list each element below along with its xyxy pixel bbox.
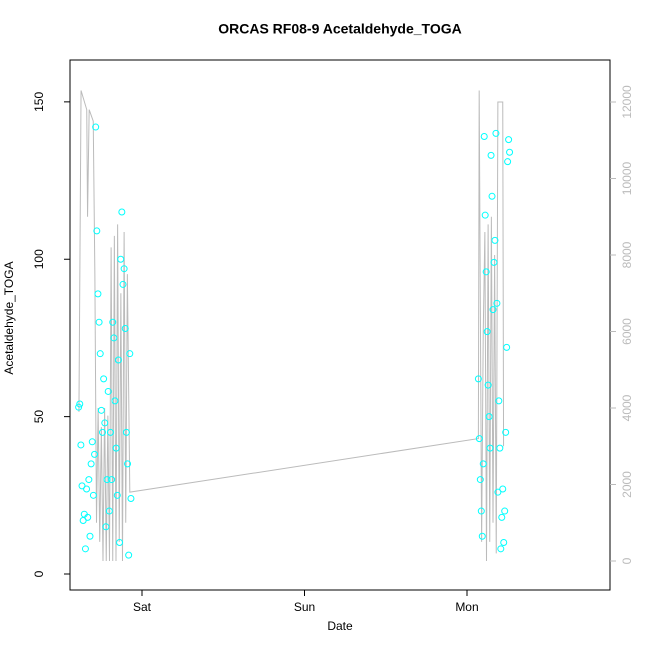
data-point [126,350,134,358]
y2-tick-label: 6000 [620,318,634,345]
data-point [97,406,105,414]
data-point [84,513,92,521]
data-point [86,532,94,540]
data-point [76,400,84,408]
data-point [95,318,103,326]
data-point [116,539,124,547]
data-point [499,485,507,493]
x-tick-label: Sun [294,600,315,614]
data-point [89,491,97,499]
data-point [118,208,126,216]
data-point [88,438,96,446]
y-axis-label: Acetaldehyde_TOGA [2,261,16,374]
data-point [100,375,108,383]
data-point [106,428,114,436]
data-point [120,265,128,273]
x-axis-label: Date [327,619,353,633]
data-point [500,539,508,547]
data-point [490,258,498,266]
y2-tick-label: 2000 [620,471,634,498]
data-point [489,306,497,314]
y2-tick-label: 0 [620,557,634,564]
data-point [112,444,120,452]
data-point [503,343,511,351]
x-tick-label: Sat [133,600,152,614]
x-tick-label: Mon [455,600,478,614]
data-point [87,460,95,468]
data-point [104,387,112,395]
data-point [108,476,116,484]
data-point [110,334,118,342]
data-point [481,211,489,219]
data-point [488,192,496,200]
data-point [101,419,109,427]
data-point [75,403,83,411]
data-point [119,280,127,288]
plot-frame [69,59,611,591]
data-point [91,450,99,458]
data-point [94,290,102,298]
y2-tick-label: 4000 [620,394,634,421]
data-point [477,507,485,515]
data-point [498,513,506,521]
data-point [479,460,487,468]
data-point [103,476,111,484]
y-tick-label: 100 [32,249,46,269]
y-tick-label: 50 [32,410,46,424]
y2-tick-label: 10000 [620,161,634,195]
data-point [85,476,93,484]
data-point [487,151,495,159]
data-point [501,507,509,515]
data-point [93,227,101,235]
data-point [474,375,482,383]
data-point [96,350,104,358]
data-point [491,236,499,244]
data-point [484,381,492,389]
data-point [125,551,133,559]
data-point [102,523,110,531]
data-point [124,460,132,468]
data-point [109,318,117,326]
data-point [127,494,135,502]
data-point [497,545,505,553]
data-point [476,476,484,484]
data-point [78,482,86,490]
data-point [492,129,500,137]
data-point [485,413,493,421]
data-point [505,136,513,144]
data-point [122,428,130,436]
data-point [504,158,512,166]
data-point [496,444,504,452]
data-point [482,268,490,276]
data-point [480,132,488,140]
data-point [77,441,85,449]
data-point [493,299,501,307]
data-point [478,532,486,540]
data-point [486,444,494,452]
data-point [83,485,91,493]
data-point [92,123,100,131]
y2-tick-label: 12000 [620,85,634,119]
y2-tick-label: 8000 [620,241,634,268]
data-point [81,545,89,553]
chart-title: ORCAS RF08-9 Acetaldehyde_TOGA [218,21,462,37]
data-point [506,148,514,156]
altitude-line [78,90,505,562]
data-point [121,324,129,332]
data-point [99,428,107,436]
data-point [111,397,119,405]
data-point [117,255,125,263]
data-point [113,491,121,499]
data-point [105,507,113,515]
y-tick-label: 150 [32,92,46,112]
data-point [114,356,122,364]
data-point [483,328,491,336]
data-point [494,488,502,496]
data-point [502,428,510,436]
data-point [495,397,503,405]
data-point [475,435,483,443]
y-tick-label: 0 [32,570,46,577]
